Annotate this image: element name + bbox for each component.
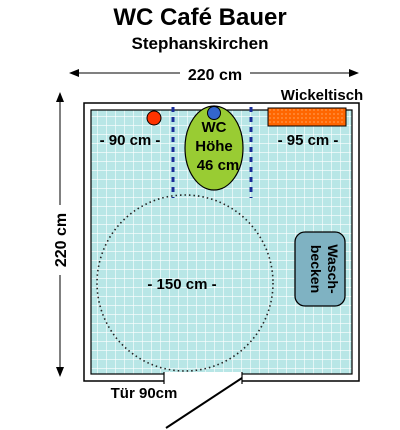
- width-label: 220 cm: [188, 67, 242, 84]
- toilet-label-line-3: 46 cm: [197, 157, 240, 174]
- page-title: WC Café Bauer: [113, 4, 287, 31]
- changing-table-label: Wickeltisch: [281, 87, 363, 104]
- sink: [294, 231, 346, 307]
- turning-circle: [96, 194, 274, 372]
- toilet-label-line-1: WC: [202, 119, 227, 136]
- blue-marker: [207, 106, 221, 120]
- toilet-label-line-2: Höhe: [195, 138, 233, 155]
- changing-table: [267, 107, 347, 127]
- sink-label-line-1: Wasch-: [325, 244, 341, 294]
- height-label: 220 cm: [53, 213, 70, 267]
- red-marker: [146, 110, 162, 126]
- door-label: Tür 90cm: [111, 385, 178, 402]
- right-gap-label: - 95 cm -: [278, 132, 339, 149]
- door-opening: [164, 372, 242, 384]
- door-leaf: [165, 377, 243, 429]
- page-subtitle: Stephanskirchen: [131, 34, 269, 53]
- left-gap-label: - 90 cm -: [100, 132, 161, 149]
- turning-circle-label: - 150 cm -: [147, 276, 216, 293]
- sink-label-line-2: becken: [308, 245, 324, 293]
